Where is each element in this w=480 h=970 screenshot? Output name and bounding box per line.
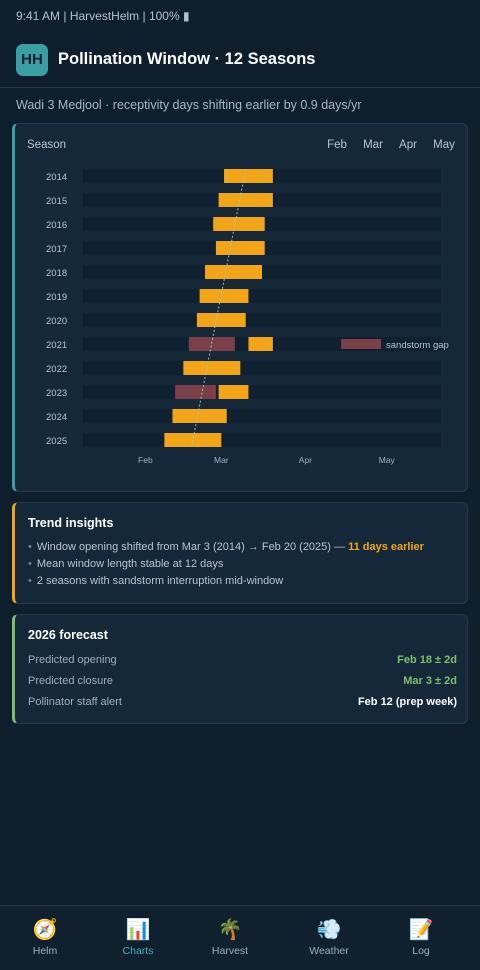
season-label-2019: 2019 xyxy=(46,292,67,303)
sandstorm-gap-bar-2023 xyxy=(175,385,216,399)
pollination-window-bar-2021-1 xyxy=(248,337,273,351)
season-label-2024: 2024 xyxy=(46,412,67,423)
season-track-2025 xyxy=(83,433,441,447)
bar-chart-icon: 📊 xyxy=(125,919,151,941)
tab-label: Harvest xyxy=(211,945,249,957)
forecast-label: Pollinator staff alert xyxy=(28,696,122,708)
tab-label: Helm xyxy=(32,945,58,957)
forecast-card: 2026 forecast Predicted opening Feb 18 ± … xyxy=(12,614,468,724)
season-label-2016: 2016 xyxy=(46,220,67,231)
forecast-value: Feb 18 ± 2d xyxy=(397,654,457,666)
season-label-2018: 2018 xyxy=(46,268,67,279)
forecast-label: Predicted closure xyxy=(28,675,113,687)
forecast-label: Predicted opening xyxy=(28,654,117,666)
tab-harvest[interactable]: 🌴 Harvest xyxy=(182,906,278,970)
legend-swatch-sandstorm-gap xyxy=(341,339,381,349)
season-label-2015: 2015 xyxy=(46,196,67,207)
tab-log[interactable]: 📝 Log xyxy=(373,906,469,970)
season-column-header: Season xyxy=(27,139,66,151)
forecast-row: Predicted opening Feb 18 ± 2d xyxy=(28,654,457,666)
season-label-2021: 2021 xyxy=(46,340,67,351)
insight-item: • Mean window length stable at 12 days xyxy=(28,558,223,570)
pollination-window-bar-2019 xyxy=(199,289,249,303)
insights-title: Trend insights xyxy=(28,516,114,530)
insight-highlight: 11 days earlier xyxy=(348,541,424,553)
pollination-window-bar-2014 xyxy=(224,169,273,183)
pollination-chart-card: Season Feb Mar Apr May 2014 2015 2016 2017 2018 20… xyxy=(12,123,468,492)
x-axis-label-apr: Apr xyxy=(299,455,312,465)
pollination-window-bar-2017 xyxy=(215,241,265,255)
season-track-2024 xyxy=(83,409,441,423)
trend-line xyxy=(190,168,247,448)
compass-icon: 🧭 xyxy=(32,919,58,941)
page-subtitle: Wadi 3 Medjool · receptivity days shifti… xyxy=(16,98,362,112)
forecast-value: Feb 12 (prep week) xyxy=(357,696,457,708)
pollination-window-bar-2024 xyxy=(172,409,227,423)
forecast-title: 2026 forecast xyxy=(28,628,108,642)
pollination-window-bar-2016 xyxy=(213,217,265,231)
tab-weather[interactable]: 💨 Weather xyxy=(281,906,377,970)
pollination-gantt-chart: Season Feb Mar Apr May 2014 2015 2016 2017 2018 20… xyxy=(27,139,455,465)
tab-helm[interactable]: 🧭 Helm xyxy=(0,906,93,970)
pollination-window-bar-2022 xyxy=(183,361,241,375)
app-logo: HH xyxy=(16,44,48,76)
season-label-2022: 2022 xyxy=(46,364,67,375)
app-header: HH Pollination Window · 12 Seasons xyxy=(0,36,480,88)
bullet-icon: • xyxy=(28,575,32,587)
forecast-row: Pollinator staff alert Feb 12 (prep week) xyxy=(28,696,457,708)
month-header-may: May xyxy=(433,139,455,151)
tab-label: Weather xyxy=(309,945,349,957)
insight-text: 2 seasons with sandstorm interruption mi… xyxy=(36,575,284,587)
tab-label: Charts xyxy=(122,945,154,957)
month-header-feb: Feb xyxy=(327,139,347,151)
season-label-2025: 2025 xyxy=(46,436,67,447)
season-track-2022 xyxy=(83,361,441,375)
pollination-window-bar-2023-1 xyxy=(218,385,249,399)
tab-label: Log xyxy=(412,945,430,957)
page-title: Pollination Window · 12 Seasons xyxy=(58,50,316,68)
forecast-row: Predicted closure Mar 3 ± 2d xyxy=(28,675,457,687)
pollination-window-bar-2018 xyxy=(205,265,262,279)
x-axis-label-feb: Feb xyxy=(138,455,153,465)
notepad-icon: 📝 xyxy=(408,919,434,941)
pollination-window-bar-2015 xyxy=(218,193,273,207)
x-axis-label-mar: Mar xyxy=(214,455,229,465)
month-header-apr: Apr xyxy=(399,139,417,151)
x-axis-label-may: May xyxy=(379,455,396,465)
tab-charts[interactable]: 📊 Charts xyxy=(90,906,186,970)
insight-text: Window opening shifted from Mar 3 (2014)… xyxy=(36,541,349,553)
season-label-2017: 2017 xyxy=(46,244,67,255)
season-label-2014: 2014 xyxy=(46,172,67,183)
season-track-2023 xyxy=(83,385,441,399)
season-track-2020 xyxy=(83,313,441,327)
insight-text: Mean window length stable at 12 days xyxy=(36,558,224,570)
season-label-2023: 2023 xyxy=(46,388,67,399)
status-bar: 9:41 AM | HarvestHelm | 100% ▮ xyxy=(16,9,190,23)
insight-item: • Window opening shifted from Mar 3 (2014… xyxy=(28,541,424,553)
insight-item: • 2 seasons with sandstorm interruption m… xyxy=(28,575,283,587)
bullet-icon: • xyxy=(28,541,32,553)
palm-tree-icon: 🌴 xyxy=(217,919,243,941)
season-track-2019 xyxy=(83,289,441,303)
bottom-tab-bar: 🧭 Helm 📊 Charts 🌴 Harvest 💨 Weather 📝 Log xyxy=(0,905,480,970)
bullet-icon: • xyxy=(28,558,32,570)
forecast-value: Mar 3 ± 2d xyxy=(403,675,457,687)
season-label-2020: 2020 xyxy=(46,316,67,327)
wind-icon: 💨 xyxy=(316,919,342,941)
month-header-mar: Mar xyxy=(363,139,383,151)
legend-label-sandstorm-gap: sandstorm gap xyxy=(386,340,449,351)
trend-insights-card: Trend insights • Window opening shifted f… xyxy=(12,502,468,604)
sandstorm-gap-bar-2021 xyxy=(188,337,235,351)
pollination-window-bar-2020 xyxy=(196,313,246,327)
